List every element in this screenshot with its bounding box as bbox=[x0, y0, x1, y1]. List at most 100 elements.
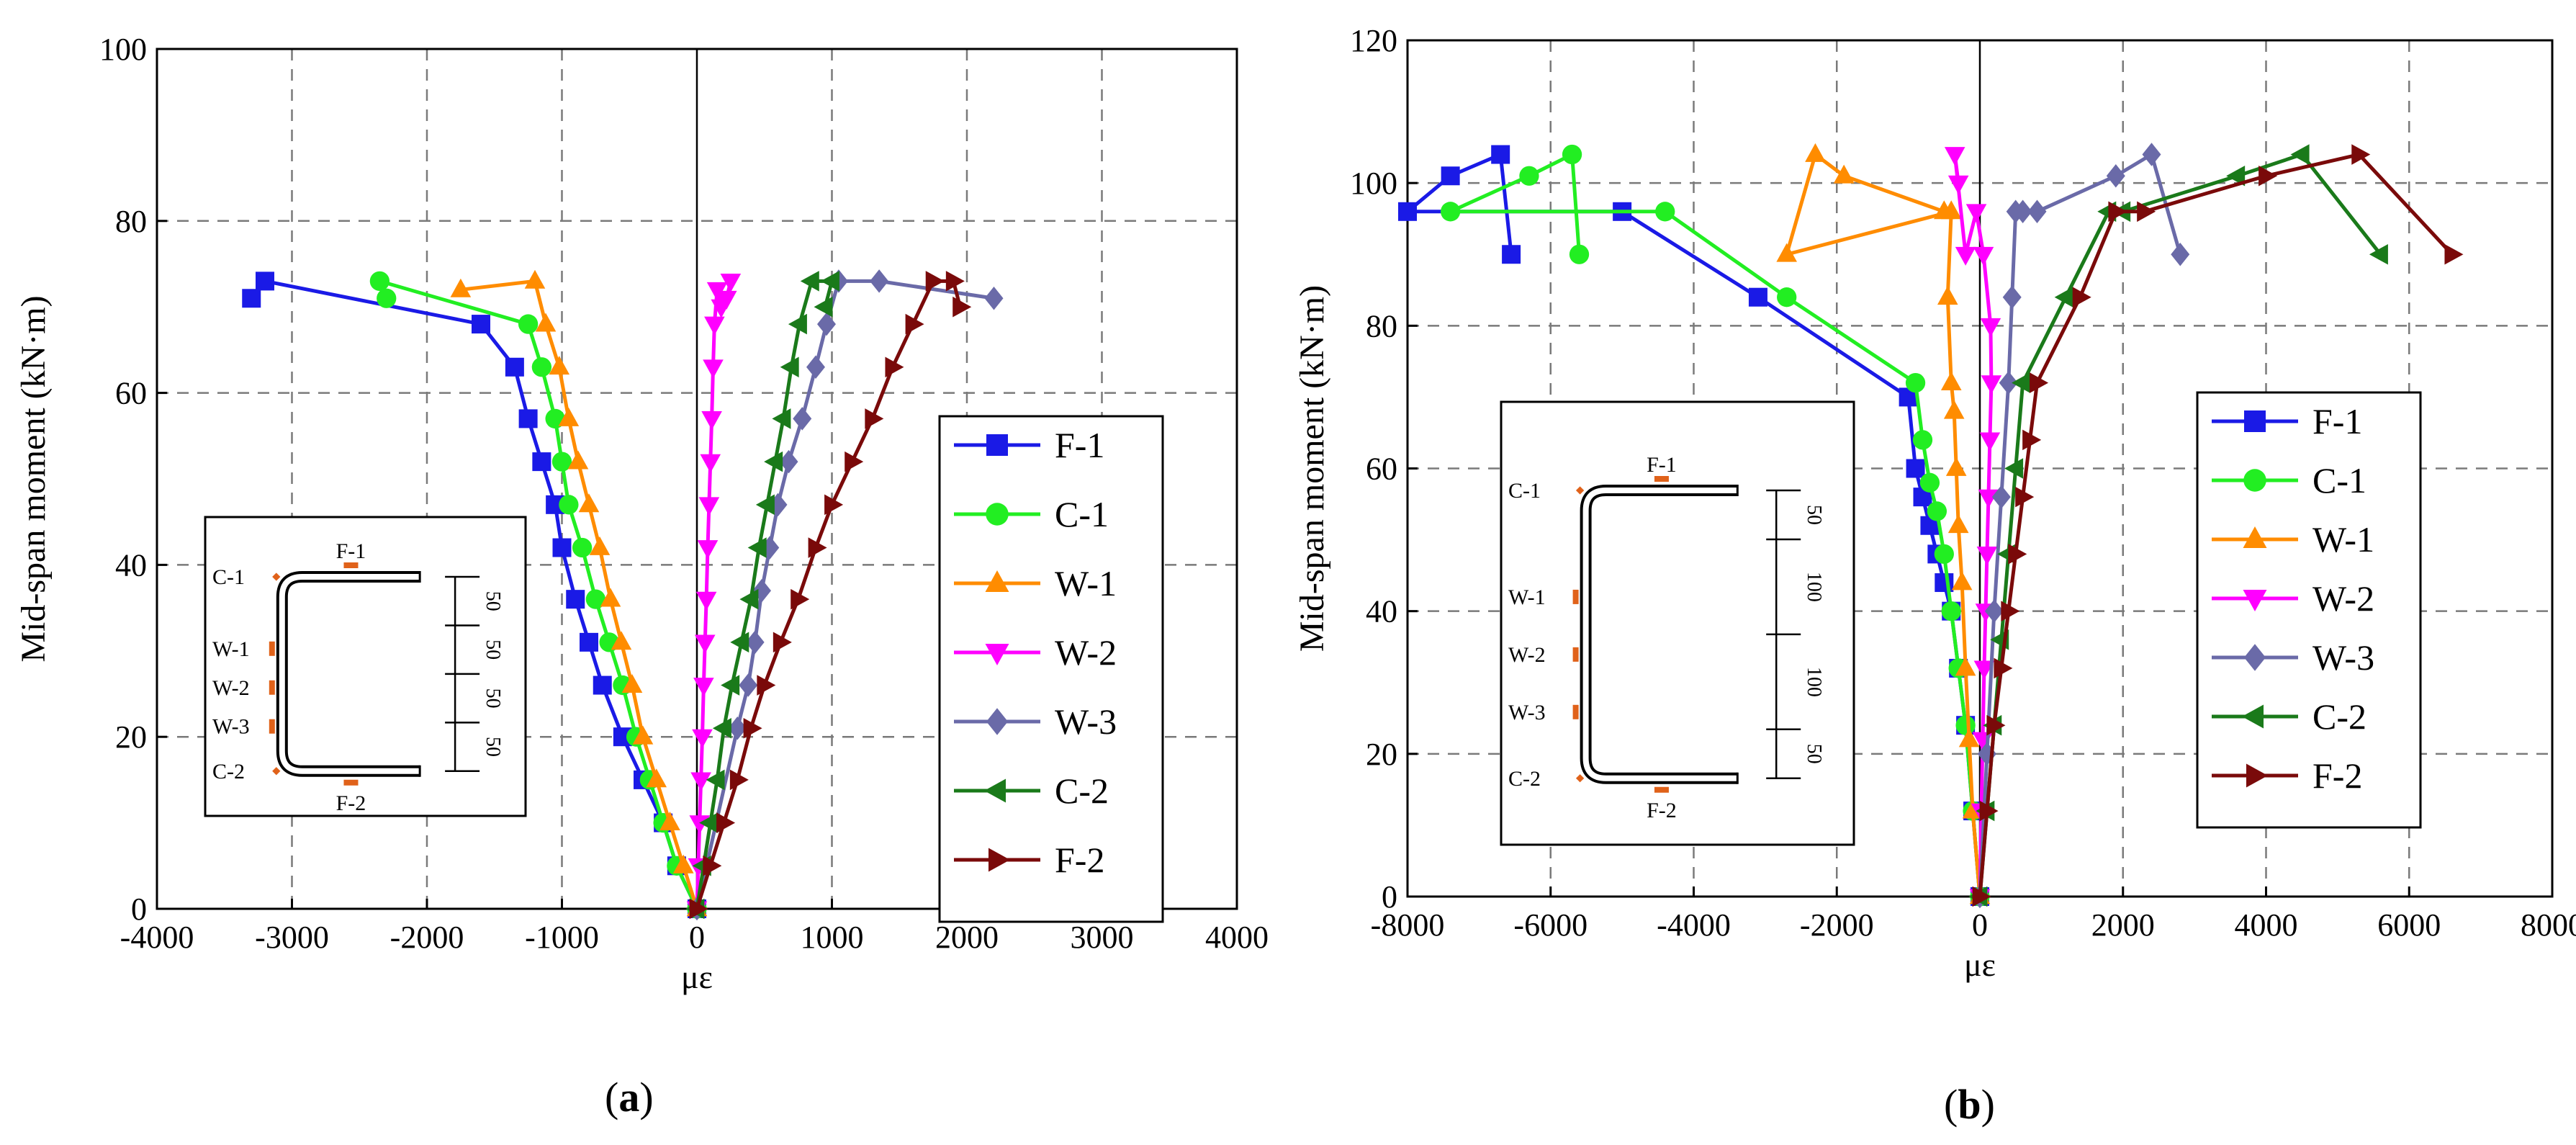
data-point-W-2-a bbox=[703, 359, 724, 379]
legend-marker-W-2-a bbox=[985, 644, 1009, 665]
data-point-F-1-b bbox=[1748, 287, 1767, 307]
data-point-W-1-b bbox=[1955, 657, 1976, 676]
data-point-C-1-b bbox=[1569, 244, 1590, 264]
x-tick-label-b: -6000 bbox=[1513, 907, 1588, 943]
inset-dim-label-a: 50 bbox=[482, 688, 504, 709]
legend-label-F-1-a: F-1 bbox=[1055, 425, 1104, 465]
data-point-F-2-b bbox=[2137, 201, 2156, 223]
data-point-W-1-a bbox=[549, 356, 570, 375]
x-tick-label-a: -2000 bbox=[390, 920, 464, 955]
data-point-W-2-b bbox=[1944, 147, 1965, 166]
inset-label-W-2-a: W-2 bbox=[212, 676, 250, 700]
y-tick-label-a: 40 bbox=[115, 547, 147, 583]
inset-label-W-3-b: W-3 bbox=[1508, 701, 1546, 724]
data-point-W-3-b bbox=[2013, 199, 2032, 224]
x-tick-label-b: 2000 bbox=[2091, 907, 2155, 943]
data-point-C-2-b bbox=[2054, 287, 2073, 307]
data-point-F-2-a bbox=[716, 812, 736, 833]
data-point-F-2-a bbox=[773, 632, 792, 653]
data-point-W-1-b bbox=[1951, 571, 1973, 591]
series-line-W-1-a bbox=[460, 279, 699, 910]
data-point-W-1-a bbox=[558, 407, 580, 426]
series-line-C-1-a bbox=[377, 279, 699, 910]
inset-dim-label-b: 100 bbox=[1803, 572, 1825, 602]
inset-label-F-1-a: F-1 bbox=[336, 539, 366, 563]
legend-label-C-2-a: C-2 bbox=[1055, 771, 1109, 811]
data-point-W-1-a bbox=[567, 450, 589, 470]
data-point-F-2-a bbox=[845, 451, 864, 472]
data-point-C-2-a bbox=[721, 675, 740, 696]
y-tick-label-b: 100 bbox=[1350, 166, 1397, 201]
legend-label-F-2-b: F-2 bbox=[2312, 755, 2362, 796]
legend-marker-W-2-b bbox=[2243, 590, 2267, 611]
legend-box-a bbox=[938, 415, 1164, 923]
legend-marker-W-1-a bbox=[985, 570, 1009, 592]
legend-label-W-1-b: W-1 bbox=[2312, 519, 2374, 560]
data-point-C-2-a bbox=[699, 812, 719, 833]
y-tick-label-b: 60 bbox=[1366, 452, 1397, 487]
data-point-W-1-a bbox=[646, 768, 667, 788]
inset-dim-label-b: 50 bbox=[1803, 505, 1825, 525]
data-point-F-2-a bbox=[905, 313, 924, 335]
data-point-W-2-a bbox=[698, 497, 720, 516]
inset-box-b bbox=[1500, 400, 1855, 846]
y-tick-label-a: 0 bbox=[131, 892, 147, 927]
data-point-C-2-a bbox=[772, 408, 791, 429]
panel-label-b: (b) bbox=[1944, 1081, 1995, 1128]
legend-label-C-2-b: C-2 bbox=[2312, 696, 2366, 737]
data-point-F-1-b bbox=[1491, 145, 1510, 164]
inset-dim-label-a: 50 bbox=[482, 737, 504, 757]
data-point-W-1-b bbox=[1943, 400, 1965, 419]
legend-marker-C-2-b bbox=[2242, 704, 2264, 729]
data-point-C-2-a bbox=[814, 296, 833, 318]
data-point-W-2-b bbox=[1980, 318, 2001, 337]
data-point-F-2-a bbox=[925, 271, 945, 292]
data-point-W-1-b bbox=[1945, 457, 1967, 476]
inset-label-C-2-b: C-2 bbox=[1508, 767, 1541, 791]
y-tick-label-b: 40 bbox=[1366, 594, 1397, 629]
data-point-W-3-b bbox=[2027, 199, 2047, 224]
inset-label-F-2-b: F-2 bbox=[1647, 799, 1677, 822]
data-point-W-3-b bbox=[1984, 599, 2004, 623]
x-tick-label-a: -4000 bbox=[120, 920, 194, 955]
data-point-W-1-a bbox=[659, 812, 680, 830]
series-line-C-1-b bbox=[1449, 153, 1982, 897]
inset-label-C-2-a: C-2 bbox=[212, 760, 245, 783]
data-point-F-2-a bbox=[945, 271, 965, 292]
data-point-W-3-a bbox=[739, 673, 758, 697]
data-point-F-2-b bbox=[2351, 144, 2371, 165]
data-point-W-1-a bbox=[535, 313, 557, 332]
legend-marker-C-1-b bbox=[2243, 469, 2266, 492]
data-point-F-1-a bbox=[505, 357, 524, 377]
data-point-W-2-a bbox=[720, 273, 742, 292]
data-point-W-2-a bbox=[694, 634, 716, 654]
data-point-C-1-b bbox=[1905, 372, 1926, 393]
data-point-F-1-a bbox=[593, 675, 612, 695]
y-tick-label-b: 80 bbox=[1366, 308, 1397, 344]
data-point-W-3-b bbox=[2106, 164, 2125, 188]
data-point-C-1-b bbox=[1562, 144, 1582, 165]
data-point-W-2-b bbox=[1976, 547, 1998, 565]
legend-label-F-2-a: F-2 bbox=[1055, 840, 1104, 880]
data-point-F-2-a bbox=[757, 675, 776, 696]
legend-label-F-1-b: F-1 bbox=[2312, 401, 2362, 441]
series-line-F-1-a bbox=[250, 279, 699, 910]
y-tick-label-b: 0 bbox=[1382, 879, 1397, 915]
x-tick-label-b: -4000 bbox=[1657, 907, 1731, 943]
data-point-C-2-a bbox=[780, 356, 799, 378]
data-point-W-1-a bbox=[578, 493, 600, 513]
data-point-W-1-a bbox=[589, 536, 611, 555]
data-point-W-2-a bbox=[692, 729, 713, 748]
legend-label-W-3-a: W-3 bbox=[1055, 701, 1117, 742]
data-point-W-1-a bbox=[621, 673, 643, 693]
data-point-C-2-b bbox=[2290, 144, 2310, 165]
y-tick-label-b: 120 bbox=[1350, 23, 1397, 58]
y-axis-title-a: Mid-span moment (kN·m) bbox=[14, 295, 53, 662]
data-point-F-2-a bbox=[824, 494, 844, 516]
gauge-F-2-a bbox=[343, 779, 359, 786]
y-tick-label-a: 80 bbox=[115, 204, 147, 239]
data-point-C-2-a bbox=[747, 537, 767, 558]
data-point-W-2-a bbox=[701, 411, 722, 431]
legend-marker-W-3-a bbox=[986, 708, 1008, 735]
